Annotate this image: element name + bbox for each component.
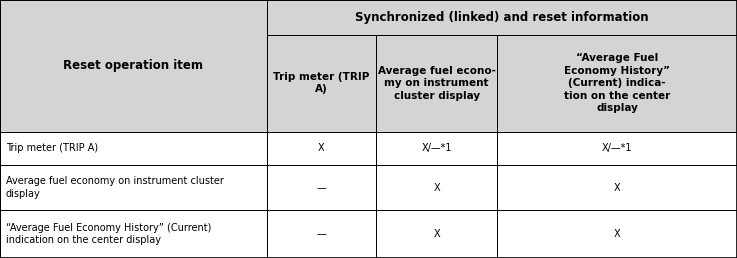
Text: “Average Fuel
Economy History”
(Current) indica-
tion on the center
display: “Average Fuel Economy History” (Current)…: [564, 53, 671, 113]
Text: Average fuel econo-
my on instrument
cluster display: Average fuel econo- my on instrument clu…: [378, 66, 495, 101]
Text: Synchronized (linked) and reset information: Synchronized (linked) and reset informat…: [355, 11, 649, 24]
Text: “Average Fuel Economy History” (Current)
indication on the center display: “Average Fuel Economy History” (Current)…: [6, 223, 212, 245]
Text: X: X: [318, 143, 324, 153]
Bar: [0, 165, 267, 210]
Text: Trip meter (TRIP A): Trip meter (TRIP A): [6, 143, 98, 153]
Bar: [0, 0, 267, 132]
Bar: [497, 210, 737, 258]
Bar: [0, 132, 267, 165]
Text: X: X: [614, 229, 621, 239]
Bar: [376, 35, 497, 132]
Text: X/—*1: X/—*1: [422, 143, 452, 153]
Text: Average fuel economy on instrument cluster
display: Average fuel economy on instrument clust…: [6, 176, 224, 199]
Bar: [376, 210, 497, 258]
Text: X: X: [433, 183, 440, 193]
Text: X: X: [433, 229, 440, 239]
Bar: [267, 165, 376, 210]
Bar: [267, 0, 737, 35]
Bar: [0, 210, 267, 258]
Bar: [376, 165, 497, 210]
Bar: [267, 35, 376, 132]
Bar: [497, 165, 737, 210]
Text: X: X: [614, 183, 621, 193]
Bar: [497, 35, 737, 132]
Bar: [267, 210, 376, 258]
Bar: [497, 132, 737, 165]
Text: —: —: [316, 229, 326, 239]
Bar: [267, 132, 376, 165]
Text: —: —: [316, 183, 326, 193]
Text: Reset operation item: Reset operation item: [63, 59, 203, 72]
Text: X/—*1: X/—*1: [602, 143, 632, 153]
Text: Trip meter (TRIP
A): Trip meter (TRIP A): [273, 72, 369, 94]
Bar: [376, 132, 497, 165]
